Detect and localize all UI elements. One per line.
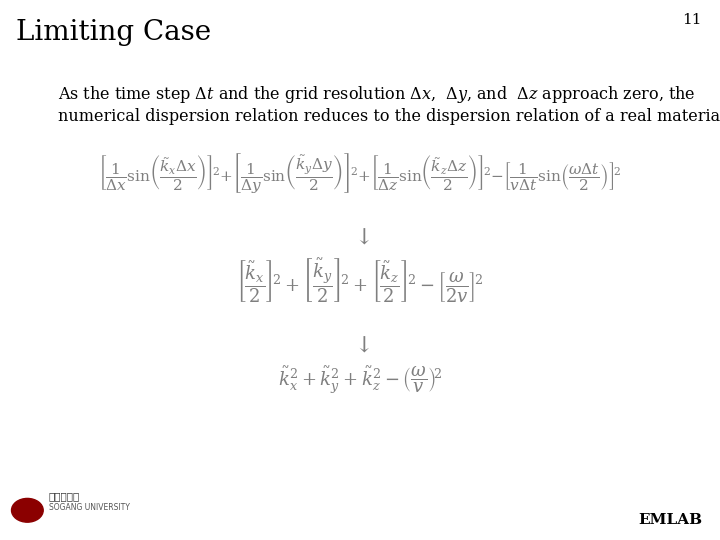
Text: numerical dispersion relation reduces to the dispersion relation of a real mater: numerical dispersion relation reduces to… (58, 108, 720, 125)
Text: EMLAB: EMLAB (638, 512, 702, 526)
Text: Limiting Case: Limiting Case (16, 19, 211, 46)
Text: $\downarrow$: $\downarrow$ (350, 227, 370, 249)
Text: SOGANG UNIVERSITY: SOGANG UNIVERSITY (49, 503, 130, 512)
Text: 11: 11 (683, 14, 702, 28)
Text: As the time step $\Delta t$ and the grid resolution $\Delta x$,  $\Delta y$, and: As the time step $\Delta t$ and the grid… (58, 84, 696, 105)
Text: $\left[\dfrac{\tilde{k}_x}{2}\right]^{\!2}+\left[\dfrac{\tilde{k}_y}{2}\right]^{: $\left[\dfrac{\tilde{k}_x}{2}\right]^{\!… (236, 256, 484, 305)
Text: $\downarrow$: $\downarrow$ (350, 335, 370, 357)
Text: $\tilde{k}_x^2 + \tilde{k}_y^2 + \tilde{k}_z^2 - \left(\dfrac{\omega}{v}\right)^: $\tilde{k}_x^2 + \tilde{k}_y^2 + \tilde{… (278, 364, 442, 396)
Circle shape (12, 498, 43, 522)
Text: $\left[\dfrac{1}{\Delta x}\sin\!\left(\dfrac{\tilde{k}_x \Delta x}{2}\right)\rig: $\left[\dfrac{1}{\Delta x}\sin\!\left(\d… (99, 151, 621, 195)
Text: 서강대학교: 서강대학교 (49, 491, 80, 501)
